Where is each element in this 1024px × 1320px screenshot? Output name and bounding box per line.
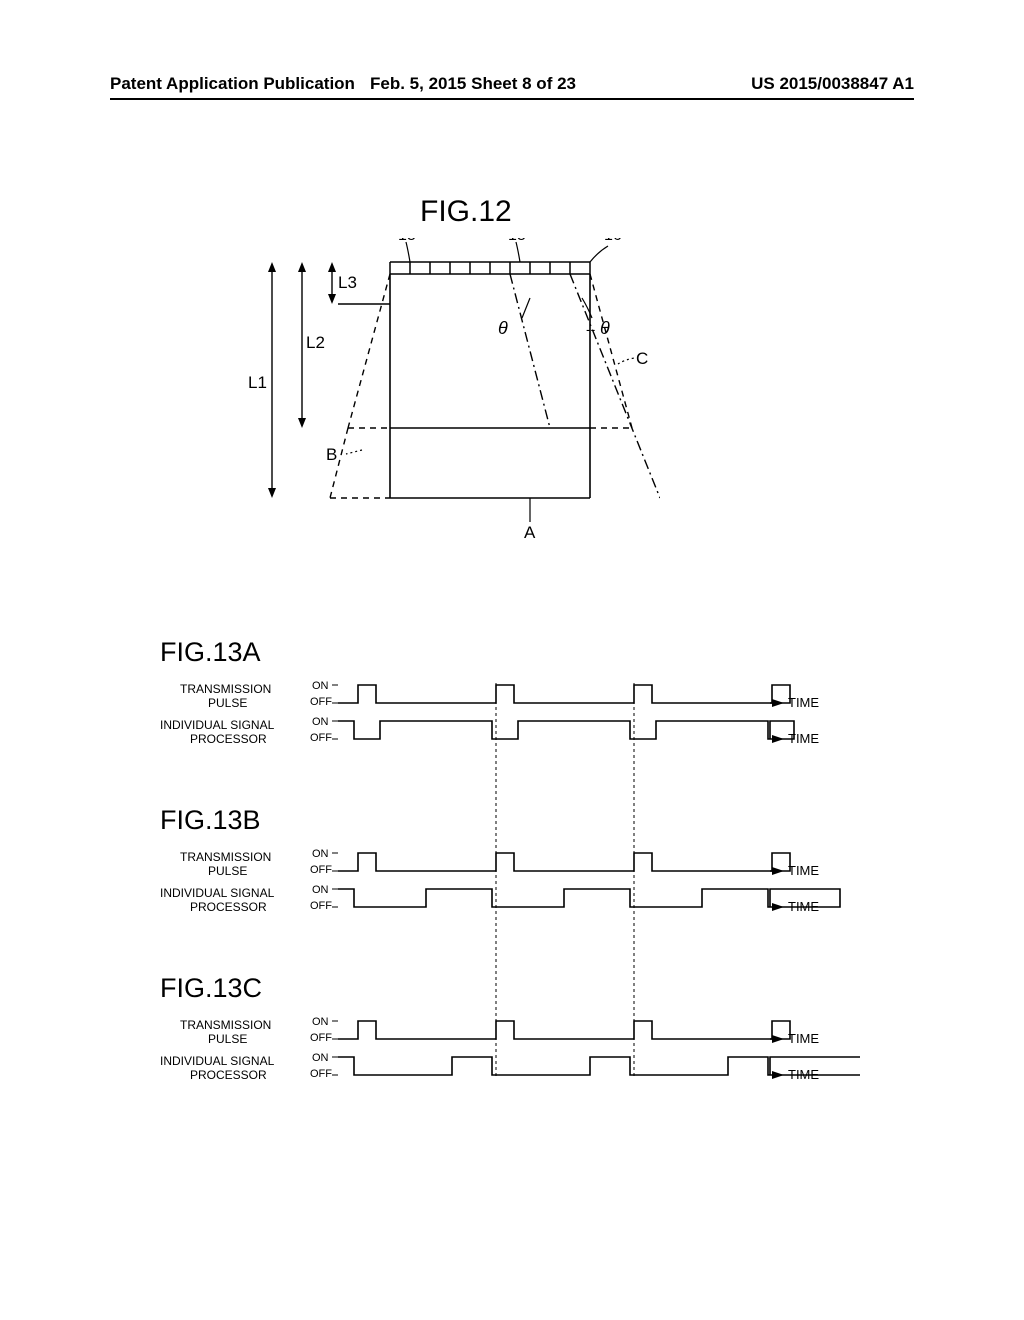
theta1: θ <box>498 318 508 338</box>
on-label2: ON <box>312 1052 329 1064</box>
theta-dash: -- <box>586 321 596 337</box>
fig13a-title: FIG.13A <box>160 637 261 668</box>
label-L2: L2 <box>306 333 325 352</box>
label-L3: L3 <box>338 273 357 292</box>
row1-label-line1: TRANSMISSION <box>180 1018 271 1032</box>
fig13a-diagram: TRANSMISSIONPULSE INDIVIDUAL SIGNALPROCES… <box>160 675 860 795</box>
label-18a: 18 <box>398 238 416 244</box>
off-label: OFF <box>310 1032 332 1044</box>
row2-label-line1: INDIVIDUAL SIGNAL <box>160 718 275 732</box>
label-C: C <box>636 349 648 368</box>
fig13b-title: FIG.13B <box>160 805 261 836</box>
header-right: US 2015/0038847 A1 <box>751 74 914 94</box>
fig13b-diagram: TRANSMISSIONPULSE INDIVIDUAL SIGNALPROCES… <box>160 843 860 963</box>
fig13c-diagram: TRANSMISSIONPULSE INDIVIDUAL SIGNALPROCES… <box>160 1011 860 1131</box>
on-label2: ON <box>312 884 329 896</box>
fig12-title: FIG.12 <box>420 195 512 229</box>
row1-label-line1: TRANSMISSION <box>180 850 271 864</box>
off-label: OFF <box>310 696 332 708</box>
row2-label-line1: INDIVIDUAL SIGNAL <box>160 886 275 900</box>
off-label2: OFF <box>310 900 332 912</box>
time-label: TIME <box>788 695 819 710</box>
row2-label-line2: PROCESSOR <box>190 900 267 914</box>
on-label: ON <box>312 848 329 860</box>
row2-label-line2: PROCESSOR <box>190 732 267 746</box>
label-16: 16 <box>604 238 622 244</box>
label-18b: 18 <box>508 238 526 244</box>
sig-proc-trace <box>338 889 840 907</box>
off-label2: OFF <box>310 732 332 744</box>
fig12-diagram: 18 18 16 θ θ -- C B A <box>230 238 660 548</box>
page: Patent Application Publication Feb. 5, 2… <box>0 0 1024 1320</box>
time-label2: TIME <box>788 731 819 746</box>
header-left: Patent Application Publication <box>110 74 355 94</box>
row2-label-line1: INDIVIDUAL SIGNAL <box>160 1054 275 1068</box>
time-label2: TIME <box>788 1067 819 1082</box>
tx-pulse-trace <box>338 1021 790 1039</box>
on-label2: ON <box>312 716 329 728</box>
time-label: TIME <box>788 863 819 878</box>
sig-proc-trace <box>338 721 794 739</box>
header-rule <box>110 98 914 100</box>
row1-label-line2: PULSE <box>208 864 247 878</box>
label-B: B <box>326 445 337 464</box>
fig13c-title: FIG.13C <box>160 973 262 1004</box>
theta2: θ <box>600 318 610 338</box>
on-label: ON <box>312 680 329 692</box>
on-label: ON <box>312 1016 329 1028</box>
label-L1: L1 <box>248 373 267 392</box>
transducer-array <box>390 262 590 274</box>
time-label2: TIME <box>788 899 819 914</box>
sig-proc-trace <box>338 1057 860 1075</box>
row2-label-line2: PROCESSOR <box>190 1068 267 1082</box>
row1-label-line2: PULSE <box>208 696 247 710</box>
label-A: A <box>524 523 536 542</box>
tx-pulse-trace <box>338 853 790 871</box>
row1-label-line2: PULSE <box>208 1032 247 1046</box>
tx-pulse-trace <box>338 685 790 703</box>
off-label: OFF <box>310 864 332 876</box>
off-label2: OFF <box>310 1068 332 1080</box>
time-label: TIME <box>788 1031 819 1046</box>
row1-label-line1: TRANSMISSION <box>180 682 271 696</box>
header-center: Feb. 5, 2015 Sheet 8 of 23 <box>370 74 576 94</box>
